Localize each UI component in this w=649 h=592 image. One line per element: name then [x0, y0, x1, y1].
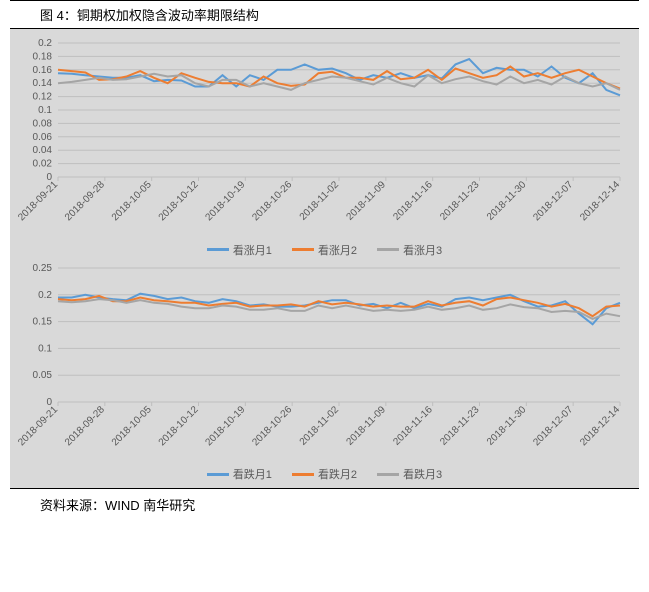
svg-text:0.1: 0.1	[38, 343, 52, 354]
legend-label: 看涨月2	[318, 242, 357, 258]
svg-text:0.2: 0.2	[38, 38, 52, 49]
top-panel: 00.020.040.060.080.10.120.140.160.180.22…	[14, 35, 635, 260]
svg-text:2018-11-16: 2018-11-16	[391, 404, 435, 448]
svg-text:2018-11-02: 2018-11-02	[298, 179, 342, 223]
svg-text:2018-09-28: 2018-09-28	[63, 404, 107, 448]
figure-title: 图 4：铜期权加权隐含波动率期限结构	[10, 0, 639, 29]
svg-text:0.15: 0.15	[33, 316, 53, 327]
legend-item: 看涨月3	[377, 242, 442, 258]
svg-text:2018-10-26: 2018-10-26	[250, 404, 294, 448]
svg-text:2018-11-30: 2018-11-30	[485, 404, 529, 448]
svg-text:2018-12-07: 2018-12-07	[531, 404, 575, 448]
svg-text:0.16: 0.16	[33, 65, 53, 76]
svg-text:2018-11-23: 2018-11-23	[438, 179, 482, 223]
svg-text:0.04: 0.04	[33, 145, 53, 156]
svg-text:0.02: 0.02	[33, 159, 53, 170]
svg-text:0.06: 0.06	[33, 132, 53, 143]
bottom-chart: 00.050.10.150.20.252018-09-212018-09-282…	[14, 260, 630, 460]
legend-label: 看跌月3	[403, 466, 442, 482]
svg-text:0.05: 0.05	[33, 370, 53, 381]
svg-text:2018-10-26: 2018-10-26	[250, 179, 294, 223]
legend-label: 看跌月1	[233, 466, 272, 482]
legend-label: 看涨月3	[403, 242, 442, 258]
svg-text:2018-12-07: 2018-12-07	[531, 179, 575, 223]
svg-text:2018-12-14: 2018-12-14	[578, 179, 622, 223]
svg-text:2018-11-09: 2018-11-09	[345, 404, 389, 448]
svg-text:2018-09-21: 2018-09-21	[16, 404, 60, 448]
svg-text:2018-12-14: 2018-12-14	[578, 404, 622, 448]
svg-text:0.18: 0.18	[33, 51, 53, 62]
svg-text:0.1: 0.1	[38, 105, 52, 116]
legend-item: 看涨月2	[292, 242, 357, 258]
svg-text:2018-10-05: 2018-10-05	[110, 179, 154, 223]
svg-text:2018-11-09: 2018-11-09	[345, 179, 389, 223]
svg-text:0.25: 0.25	[33, 263, 53, 274]
top-legend: 看涨月1 看涨月2 看涨月3	[14, 235, 635, 260]
legend-item: 看跌月1	[207, 466, 272, 482]
figure-source: 资料来源：WIND 南华研究	[10, 488, 639, 520]
svg-text:2018-10-12: 2018-10-12	[157, 404, 201, 448]
top-chart: 00.020.040.060.080.10.120.140.160.180.22…	[14, 35, 630, 235]
legend-item: 看涨月1	[207, 242, 272, 258]
svg-text:2018-09-21: 2018-09-21	[16, 179, 60, 223]
bottom-legend: 看跌月1 看跌月2 看跌月3	[14, 460, 635, 485]
svg-text:2018-10-19: 2018-10-19	[204, 404, 248, 448]
svg-text:2018-10-05: 2018-10-05	[110, 404, 154, 448]
svg-text:0.12: 0.12	[33, 92, 53, 103]
legend-label: 看涨月1	[233, 242, 272, 258]
legend-item: 看跌月2	[292, 466, 357, 482]
svg-text:0.08: 0.08	[33, 118, 53, 129]
legend-label: 看跌月2	[318, 466, 357, 482]
svg-text:0.14: 0.14	[33, 78, 53, 89]
svg-text:2018-10-12: 2018-10-12	[157, 179, 201, 223]
svg-text:2018-11-23: 2018-11-23	[438, 404, 482, 448]
svg-text:2018-11-16: 2018-11-16	[391, 179, 435, 223]
svg-text:2018-09-28: 2018-09-28	[63, 179, 107, 223]
svg-text:0.2: 0.2	[38, 289, 52, 300]
legend-item: 看跌月3	[377, 466, 442, 482]
svg-text:2018-10-19: 2018-10-19	[204, 179, 248, 223]
svg-text:2018-11-30: 2018-11-30	[485, 179, 529, 223]
svg-text:2018-11-02: 2018-11-02	[298, 404, 342, 448]
bottom-panel: 00.050.10.150.20.252018-09-212018-09-282…	[14, 260, 635, 485]
chart-container: 00.020.040.060.080.10.120.140.160.180.22…	[10, 29, 639, 488]
